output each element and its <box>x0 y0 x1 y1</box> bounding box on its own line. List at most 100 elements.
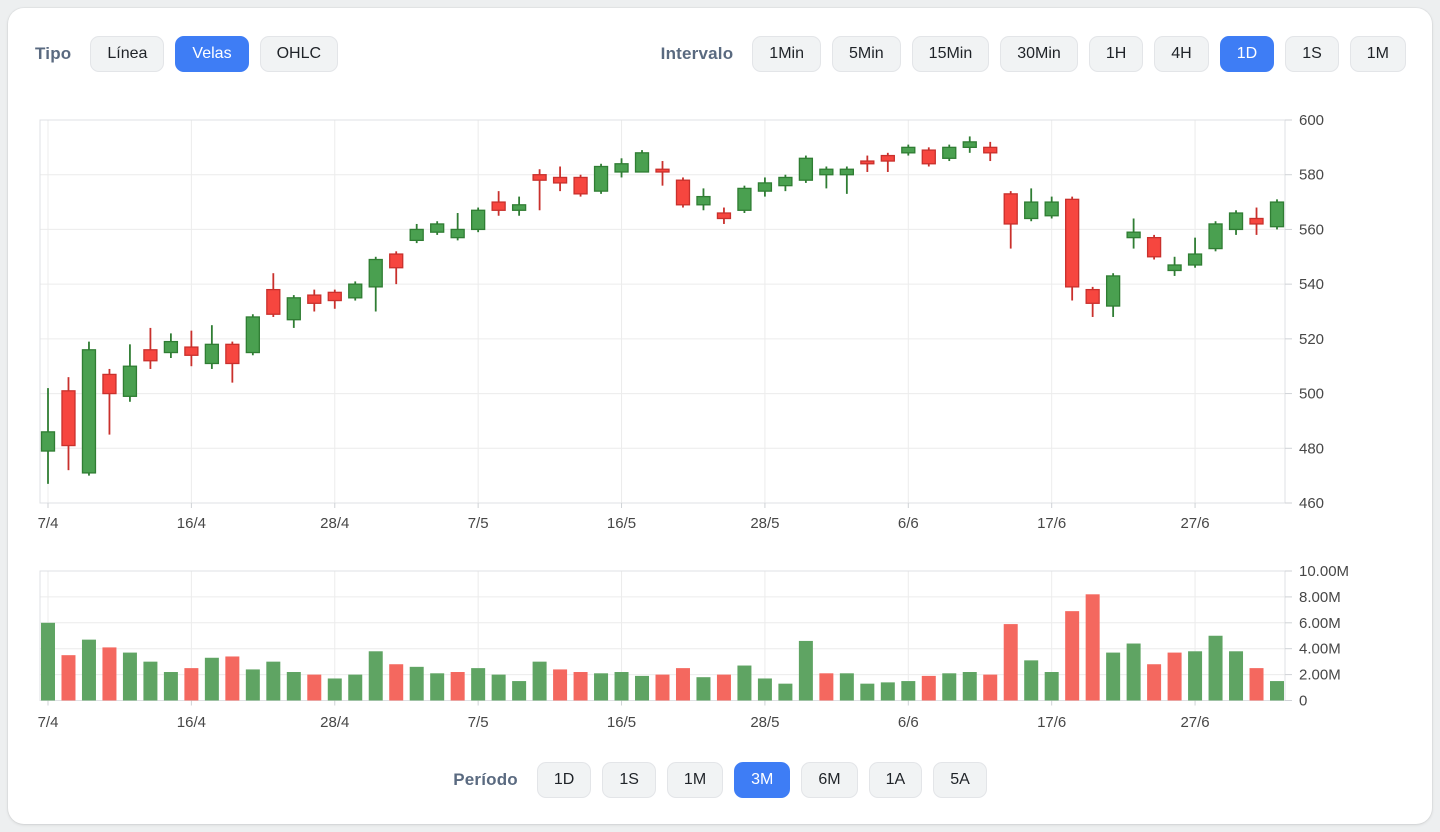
candle-body <box>348 283 363 299</box>
period-button-3m[interactable]: 3M <box>734 762 791 798</box>
candle-body <box>962 141 977 149</box>
interval-button-1m[interactable]: 1M <box>1349 36 1406 72</box>
volume-bar <box>512 681 527 701</box>
volume-bar <box>573 672 588 701</box>
candle-body <box>143 349 158 362</box>
type-button-velas[interactable]: Velas <box>175 36 249 72</box>
candle-body <box>1249 217 1264 225</box>
period-button-1m[interactable]: 1M <box>666 762 724 798</box>
svg-text:16/5: 16/5 <box>607 515 636 532</box>
volume-bar <box>1147 664 1162 701</box>
volume-bar <box>450 672 465 701</box>
interval-label: Intervalo <box>660 44 734 63</box>
volume-bar <box>368 651 383 701</box>
volume-bar <box>184 668 199 701</box>
period-button-1s[interactable]: 1S <box>602 762 656 798</box>
period-button-6m[interactable]: 6M <box>801 762 858 798</box>
svg-text:600: 600 <box>1299 112 1324 129</box>
candle-body <box>798 157 814 181</box>
svg-text:28/5: 28/5 <box>750 714 779 731</box>
volume-bar <box>696 677 711 701</box>
interval-button-30min[interactable]: 30Min <box>1000 36 1078 72</box>
candle-body <box>675 179 691 206</box>
volume-bar <box>655 674 670 701</box>
volume-bar <box>901 681 916 701</box>
svg-text:6.00M: 6.00M <box>1299 615 1341 632</box>
volume-bar <box>41 622 55 701</box>
candle-body <box>409 228 424 242</box>
volume-bar <box>553 669 568 701</box>
candle-body <box>102 373 117 395</box>
svg-text:28/5: 28/5 <box>750 515 779 532</box>
candle-body <box>778 176 793 187</box>
volume-bar <box>471 668 486 701</box>
period-button-5a[interactable]: 5A <box>933 762 987 798</box>
candle-body <box>1228 212 1244 231</box>
volume-bar <box>880 682 895 701</box>
main-chart-axes: 600 580 560 540 520 500 480 460 7/4 16/4 28/4 7/5 16… <box>38 112 1324 532</box>
type-button-linea[interactable]: Línea <box>90 36 165 72</box>
candle-body <box>696 195 711 206</box>
type-label: Tipo <box>35 44 72 63</box>
candle-body <box>122 365 138 397</box>
candle-body <box>511 204 527 211</box>
svg-text:540: 540 <box>1299 276 1324 293</box>
candle-body <box>470 209 486 231</box>
candle-body <box>389 253 404 269</box>
type-button-ohlc[interactable]: OHLC <box>259 36 339 72</box>
volume-bar <box>675 668 690 701</box>
candle-body <box>532 174 547 181</box>
volume-bar <box>61 655 76 701</box>
svg-text:6/6: 6/6 <box>898 714 919 731</box>
svg-text:6/6: 6/6 <box>898 515 919 532</box>
volume-bar <box>983 674 998 701</box>
volume-bar <box>1229 651 1244 701</box>
volume-bar <box>430 673 445 701</box>
volume-bar <box>143 661 158 701</box>
volume-chart-plot-area[interactable] <box>40 571 1285 701</box>
volume-bar <box>942 673 957 701</box>
volume-bar <box>81 639 96 701</box>
interval-selector-group: Intervalo 1Min 5Min 15Min 30Min 1H 4H 1D 1S 1M <box>661 36 1406 72</box>
interval-button-1min[interactable]: 1Min <box>752 36 821 72</box>
candle-body <box>593 165 609 192</box>
candle-body <box>573 176 588 195</box>
volume-bar <box>757 678 772 701</box>
candle-body <box>184 346 199 356</box>
interval-button-4h[interactable]: 4H <box>1154 36 1209 72</box>
candle-body <box>1085 288 1100 304</box>
interval-button-1d[interactable]: 1D <box>1219 36 1275 72</box>
candle-body <box>368 258 383 288</box>
svg-text:4.00M: 4.00M <box>1299 641 1341 658</box>
volume-bar <box>204 657 219 701</box>
interval-button-1h[interactable]: 1H <box>1088 36 1144 72</box>
volume-bar <box>1085 594 1100 701</box>
candle-body <box>839 168 854 176</box>
period-button-1a[interactable]: 1A <box>868 762 923 798</box>
main-chart-plot-area[interactable] <box>40 120 1285 503</box>
volume-bar <box>1208 635 1223 701</box>
candle-body <box>860 160 875 165</box>
candle-body <box>225 343 240 365</box>
period-selector-group: Período 1D 1S 1M 3M 6M 1A 5A <box>8 762 1432 798</box>
candle-body <box>327 291 342 302</box>
svg-text:17/6: 17/6 <box>1037 714 1066 731</box>
svg-text:16/4: 16/4 <box>177 515 206 532</box>
volume-bar <box>1167 652 1182 701</box>
candle-body <box>204 343 220 365</box>
volume-bar <box>1065 611 1080 701</box>
period-button-1d[interactable]: 1D <box>536 762 592 798</box>
candle-body <box>1269 201 1285 228</box>
interval-button-15min[interactable]: 15Min <box>911 36 990 72</box>
candle-body <box>307 294 322 304</box>
volume-bar <box>389 664 404 701</box>
interval-button-1s[interactable]: 1S <box>1285 36 1339 72</box>
candle-body <box>286 297 301 321</box>
svg-text:0: 0 <box>1299 692 1307 709</box>
volume-bar <box>307 674 322 701</box>
interval-button-5min[interactable]: 5Min <box>831 36 901 72</box>
volume-bar <box>491 674 506 701</box>
volume-bar <box>614 672 629 701</box>
volume-bar <box>1249 668 1264 701</box>
period-buttons: 1D 1S 1M 3M 6M 1A 5A <box>536 762 987 798</box>
